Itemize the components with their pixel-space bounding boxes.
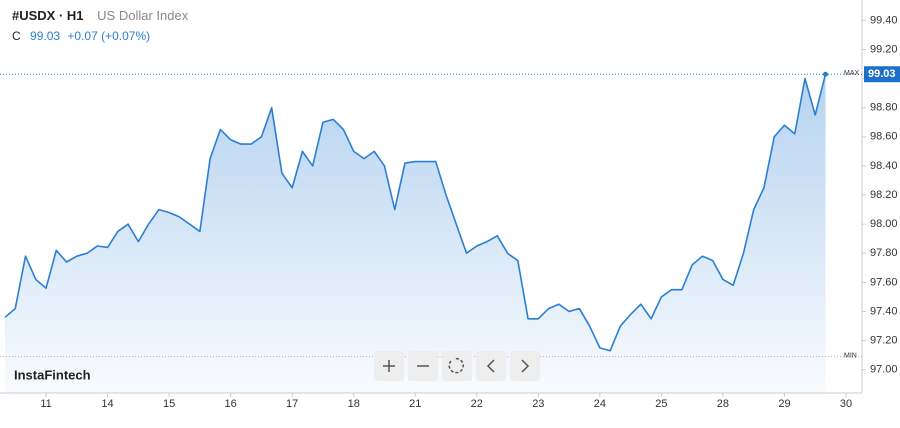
price-line [4,74,827,352]
symbol: #USDX · H1 [12,8,84,23]
y-tick-label: 98.40 [870,160,898,172]
price-tag [864,66,900,83]
x-tick-label: 29 [778,398,790,410]
last-point [822,71,828,77]
icon [383,360,395,372]
y-tick-label: 99.20 [870,43,898,55]
y-tick-label: 97.20 [870,335,898,347]
x-tick-label: 17 [286,398,298,410]
scroll-left-button[interactable] [476,351,506,381]
x-tick-label: 18 [348,398,360,410]
x-tick-label: 30 [840,398,852,410]
x-tick-label: 25 [655,398,667,410]
close-prefix: C [12,29,21,43]
y-tick-label: 98.60 [870,131,898,143]
scroll-right-button[interactable] [510,351,540,381]
y-tick-label: 97.60 [870,276,898,288]
header: #USDX · H1 US Dollar Index [12,8,188,23]
x-tick-label: 23 [532,398,544,410]
x-tick-label: 14 [101,398,113,410]
y-tick-label: 98.80 [870,102,898,114]
x-tick-label: 11 [40,398,51,410]
subtitle: US Dollar Index [97,8,189,23]
y-tick-label: 98.20 [870,189,898,201]
close-value: 99.03 [30,29,61,43]
icon [521,359,530,373]
x-tick-label: 28 [717,398,729,410]
y-tick-label: 97.00 [870,364,898,376]
price-tag-label: 99.03 [868,68,896,80]
max-label: MAX [844,70,860,77]
y-tick-label: 98.00 [870,218,898,230]
plot: 97.00 97.20 97.40 97.60 97.80 98.00 98.20 98.40… [0,14,900,410]
icon [448,357,464,374]
x-tick-label: 24 [594,398,606,410]
watermark: InstaFintech [14,367,91,382]
area-fill [5,74,826,393]
y-tick-label: 99.40 [870,14,898,26]
y-tick-label: 97.80 [870,247,898,259]
reset-button[interactable] [442,351,472,381]
x-tick-label: 16 [225,398,237,410]
x-tick-label: 22 [471,398,483,410]
y-tick-label: 97.40 [870,305,898,317]
change-value: +0.07 (+0.07%) [67,29,151,43]
quote: C 99.03 +0.07 (+0.07%) [12,29,150,43]
toolbar [374,351,540,381]
x-tick-label: 21 [409,398,421,410]
min-label: MIN [844,352,857,359]
x-tick-label: 15 [163,398,175,410]
icon [486,359,495,373]
